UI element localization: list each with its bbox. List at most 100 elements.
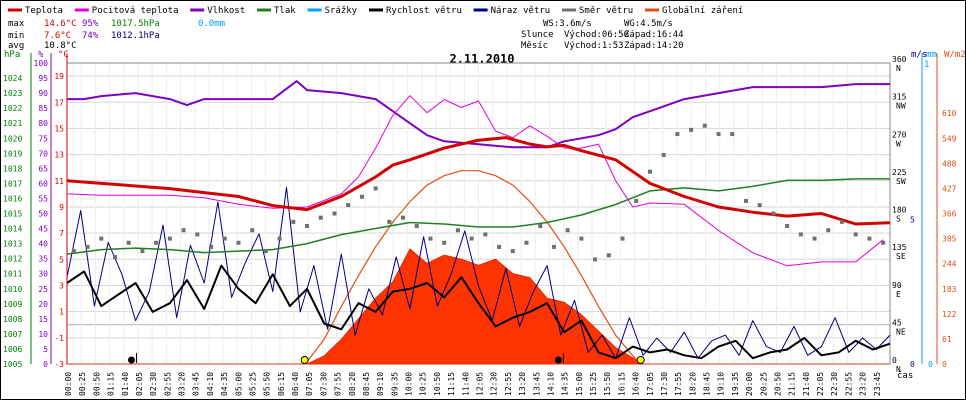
x-tick-label: 12:55 (504, 372, 513, 396)
radiation-tick: 183 (942, 285, 957, 294)
wind-direction-point (593, 257, 598, 262)
x-tick-label: 00:25 (78, 372, 87, 396)
wind-speed-tick: 5 (910, 215, 915, 224)
pressure-tick: 1020 (3, 134, 22, 143)
humidity-tick: 85 (38, 104, 48, 113)
wind-direction-point (743, 198, 748, 203)
legend-label: Směr větru (579, 6, 633, 16)
wind-direction-point (414, 224, 419, 229)
series-temperature (66, 136, 891, 226)
wind-direction-point (373, 186, 378, 191)
wind-direction-point (757, 203, 762, 208)
wind-speed-text: WS:3.6m/s (543, 19, 592, 29)
wind-gust-text: WG:4.5m/s (624, 19, 673, 29)
wind-dir-deg-tick: 180 (892, 206, 907, 215)
wind-dir-deg-tick: 45 (892, 318, 902, 327)
radiation-tick: 610 (942, 109, 957, 118)
stat-max-press: 1017.5hPa (111, 19, 160, 29)
stat-min-label: min (8, 31, 24, 41)
series-wind-speed (66, 264, 891, 360)
series-pressure (66, 178, 890, 255)
pressure-tick: 1008 (3, 315, 22, 324)
humidity-tick: 55 (38, 194, 48, 203)
x-tick-label: 18:20 (688, 372, 697, 396)
wind-direction-point (634, 198, 639, 203)
stat-max-hum: 95% (82, 19, 99, 29)
legend-label: Pocitová teplota (92, 6, 179, 16)
x-tick-label: 03:20 (178, 372, 187, 396)
wind-direction-point (826, 228, 831, 233)
wind-direction-point (620, 236, 625, 241)
x-tick-label: 08:20 (348, 372, 357, 396)
pressure-tick: 1018 (3, 164, 22, 173)
pressure-tick: 1019 (3, 149, 22, 158)
wind-direction-point (455, 228, 460, 233)
x-tick-label: 22:30 (830, 372, 839, 396)
stat-max-label: max (8, 19, 25, 29)
humidity-tick: 60 (38, 179, 48, 188)
x-tick-label: 01:40 (121, 372, 130, 396)
x-tick-label: 10:50 (433, 372, 442, 396)
x-tick-label: 05:00 (234, 372, 243, 396)
rain-tick: 0 (928, 360, 933, 369)
wind-dir-compass-tick: SW (896, 177, 906, 186)
wind-dir-deg-tick: 0 (892, 356, 897, 365)
legend-label: Vlhkost (207, 6, 245, 16)
series-layer (66, 80, 891, 365)
temp-tick: 19 (54, 72, 64, 81)
wind-direction-point (853, 232, 858, 237)
x-tick-label: 15:00 (575, 372, 584, 396)
x-tick-label: 20:50 (773, 372, 782, 396)
unit-mm: mm (926, 50, 937, 60)
wind-direction-point (318, 215, 323, 220)
x-tick-label: 11:15 (447, 372, 456, 396)
sun-block: WS:3.6m/s WG:4.5m/s Slunce Východ:06:56 … (521, 19, 684, 51)
x-tick-label: 20:00 (745, 372, 754, 396)
stat-min-hum: 74% (82, 31, 99, 41)
wind-direction-point (209, 244, 214, 249)
temp-tick: 13 (54, 151, 64, 160)
humidity-tick: 15 (38, 315, 48, 324)
sunset-marker (636, 356, 645, 364)
wind-direction-point (140, 249, 145, 254)
temp-tick: 1 (59, 308, 64, 317)
x-tick-label: 05:50 (263, 372, 272, 396)
sunrise-text: Východ:06:56 (564, 30, 629, 40)
pressure-tick: 1014 (3, 225, 22, 234)
wind-dir-compass-tick: S (896, 215, 901, 224)
x-tick-label: 20:25 (759, 372, 768, 396)
x-tick-label: 06:15 (277, 372, 286, 396)
pressure-tick: 1009 (3, 300, 22, 309)
x-tick-label: 14:10 (546, 372, 555, 396)
wind-dir-compass-tick: NW (896, 102, 906, 111)
humidity-tick: 80 (38, 119, 48, 128)
wind-dir-deg-tick: 90 (892, 281, 902, 290)
wind-direction-point (346, 203, 351, 208)
wind-dir-compass-tick: W (896, 139, 901, 148)
unit-celsius: °C (58, 50, 69, 60)
humidity-tick: 70 (38, 149, 48, 158)
wind-direction-point (85, 244, 90, 249)
moonrise-marker (127, 356, 135, 364)
wind-direction-point (510, 249, 515, 254)
stat-max-temp: 14.6°C (44, 19, 77, 29)
wind-direction-point (469, 236, 474, 241)
radiation-tick: 244 (942, 260, 957, 269)
wind-direction-point (263, 249, 268, 254)
wind-direction-point (277, 236, 282, 241)
legend: Teplota Pocitová teplota Vlhkost Tlak Srážky… (8, 6, 743, 16)
wind-direction-point (675, 132, 680, 137)
x-tick-label: 10:00 (405, 372, 414, 396)
wind-direction-point (250, 228, 255, 233)
wind-direction-point (716, 132, 721, 137)
wind-direction-point (771, 211, 776, 216)
radiation-tick: 549 (942, 134, 957, 143)
x-tick-label: 22:55 (844, 372, 853, 396)
legend-label: Globální záření (662, 6, 743, 16)
wind-direction-point (497, 244, 502, 249)
legend-label: Srážky (325, 6, 358, 16)
wind-direction-point (71, 249, 76, 254)
pressure-tick: 1024 (3, 74, 22, 83)
x-tick-label: 02:30 (149, 372, 158, 396)
legend-label: Náraz větru (491, 6, 551, 16)
